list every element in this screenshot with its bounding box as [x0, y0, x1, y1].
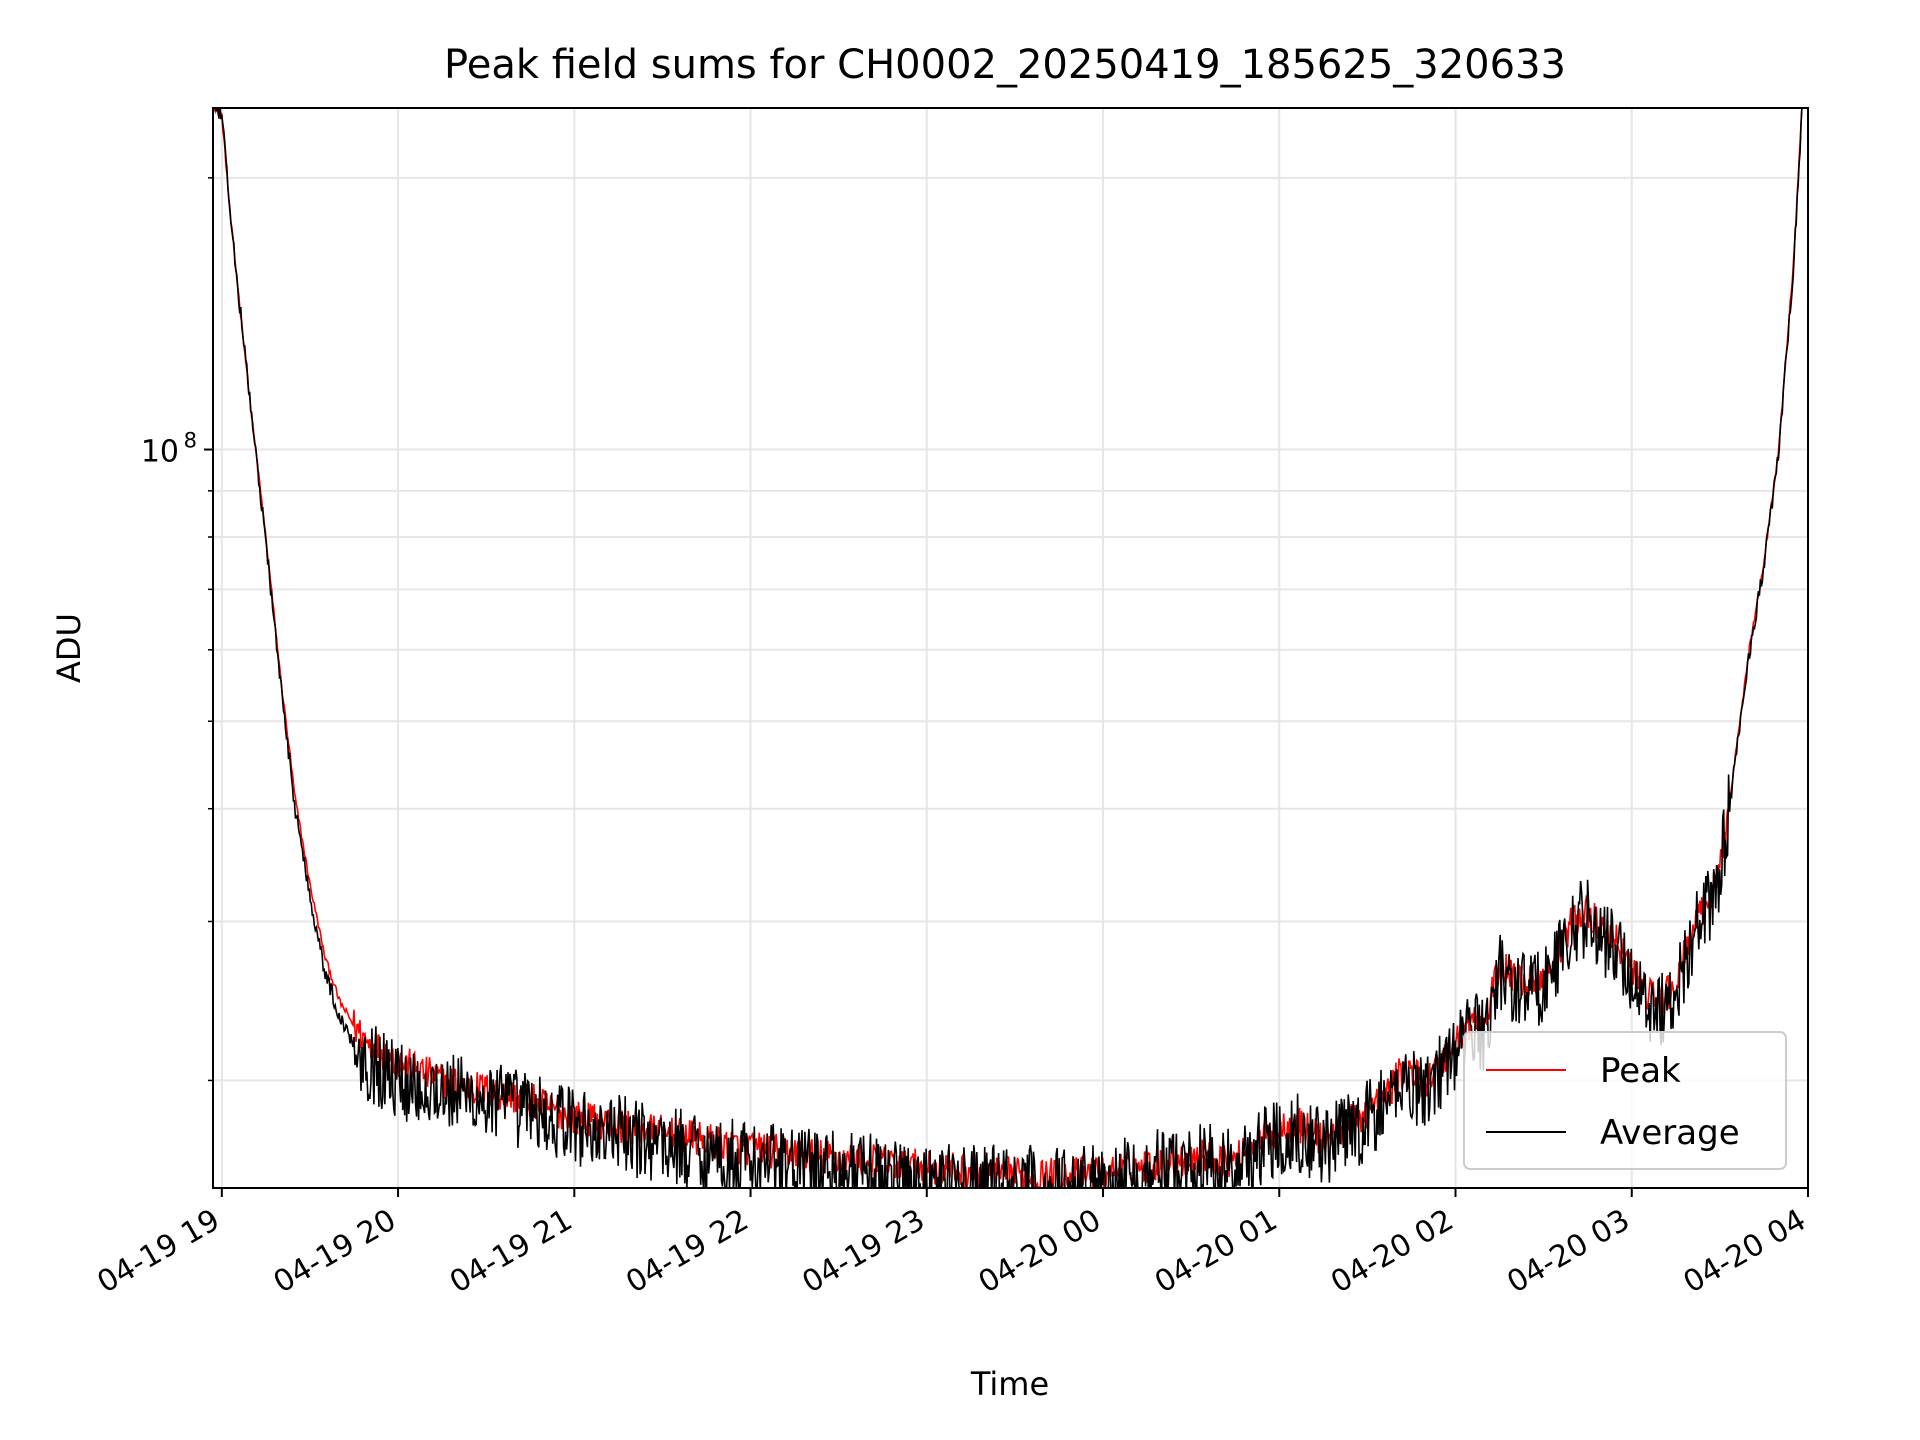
y-tick-label: 10	[141, 435, 179, 470]
legend-label-peak: Peak	[1600, 1051, 1681, 1091]
legend: Peak Average	[1463, 1031, 1787, 1170]
y-tick-label-exponent: 8	[184, 429, 197, 453]
chart-title: Peak field sums for CH0002_20250419_1856…	[444, 42, 1566, 88]
series-lines	[213, 108, 1803, 1188]
legend-label-average: Average	[1600, 1113, 1740, 1153]
legend-box	[1463, 1031, 1787, 1170]
series-line-average	[214, 108, 1803, 1188]
y-axis-ticks: 10 8	[141, 177, 213, 1082]
x-axis-label: Time	[970, 1365, 1049, 1403]
y-axis-label: ADU	[50, 613, 88, 683]
plot-frame	[212, 107, 1809, 1189]
